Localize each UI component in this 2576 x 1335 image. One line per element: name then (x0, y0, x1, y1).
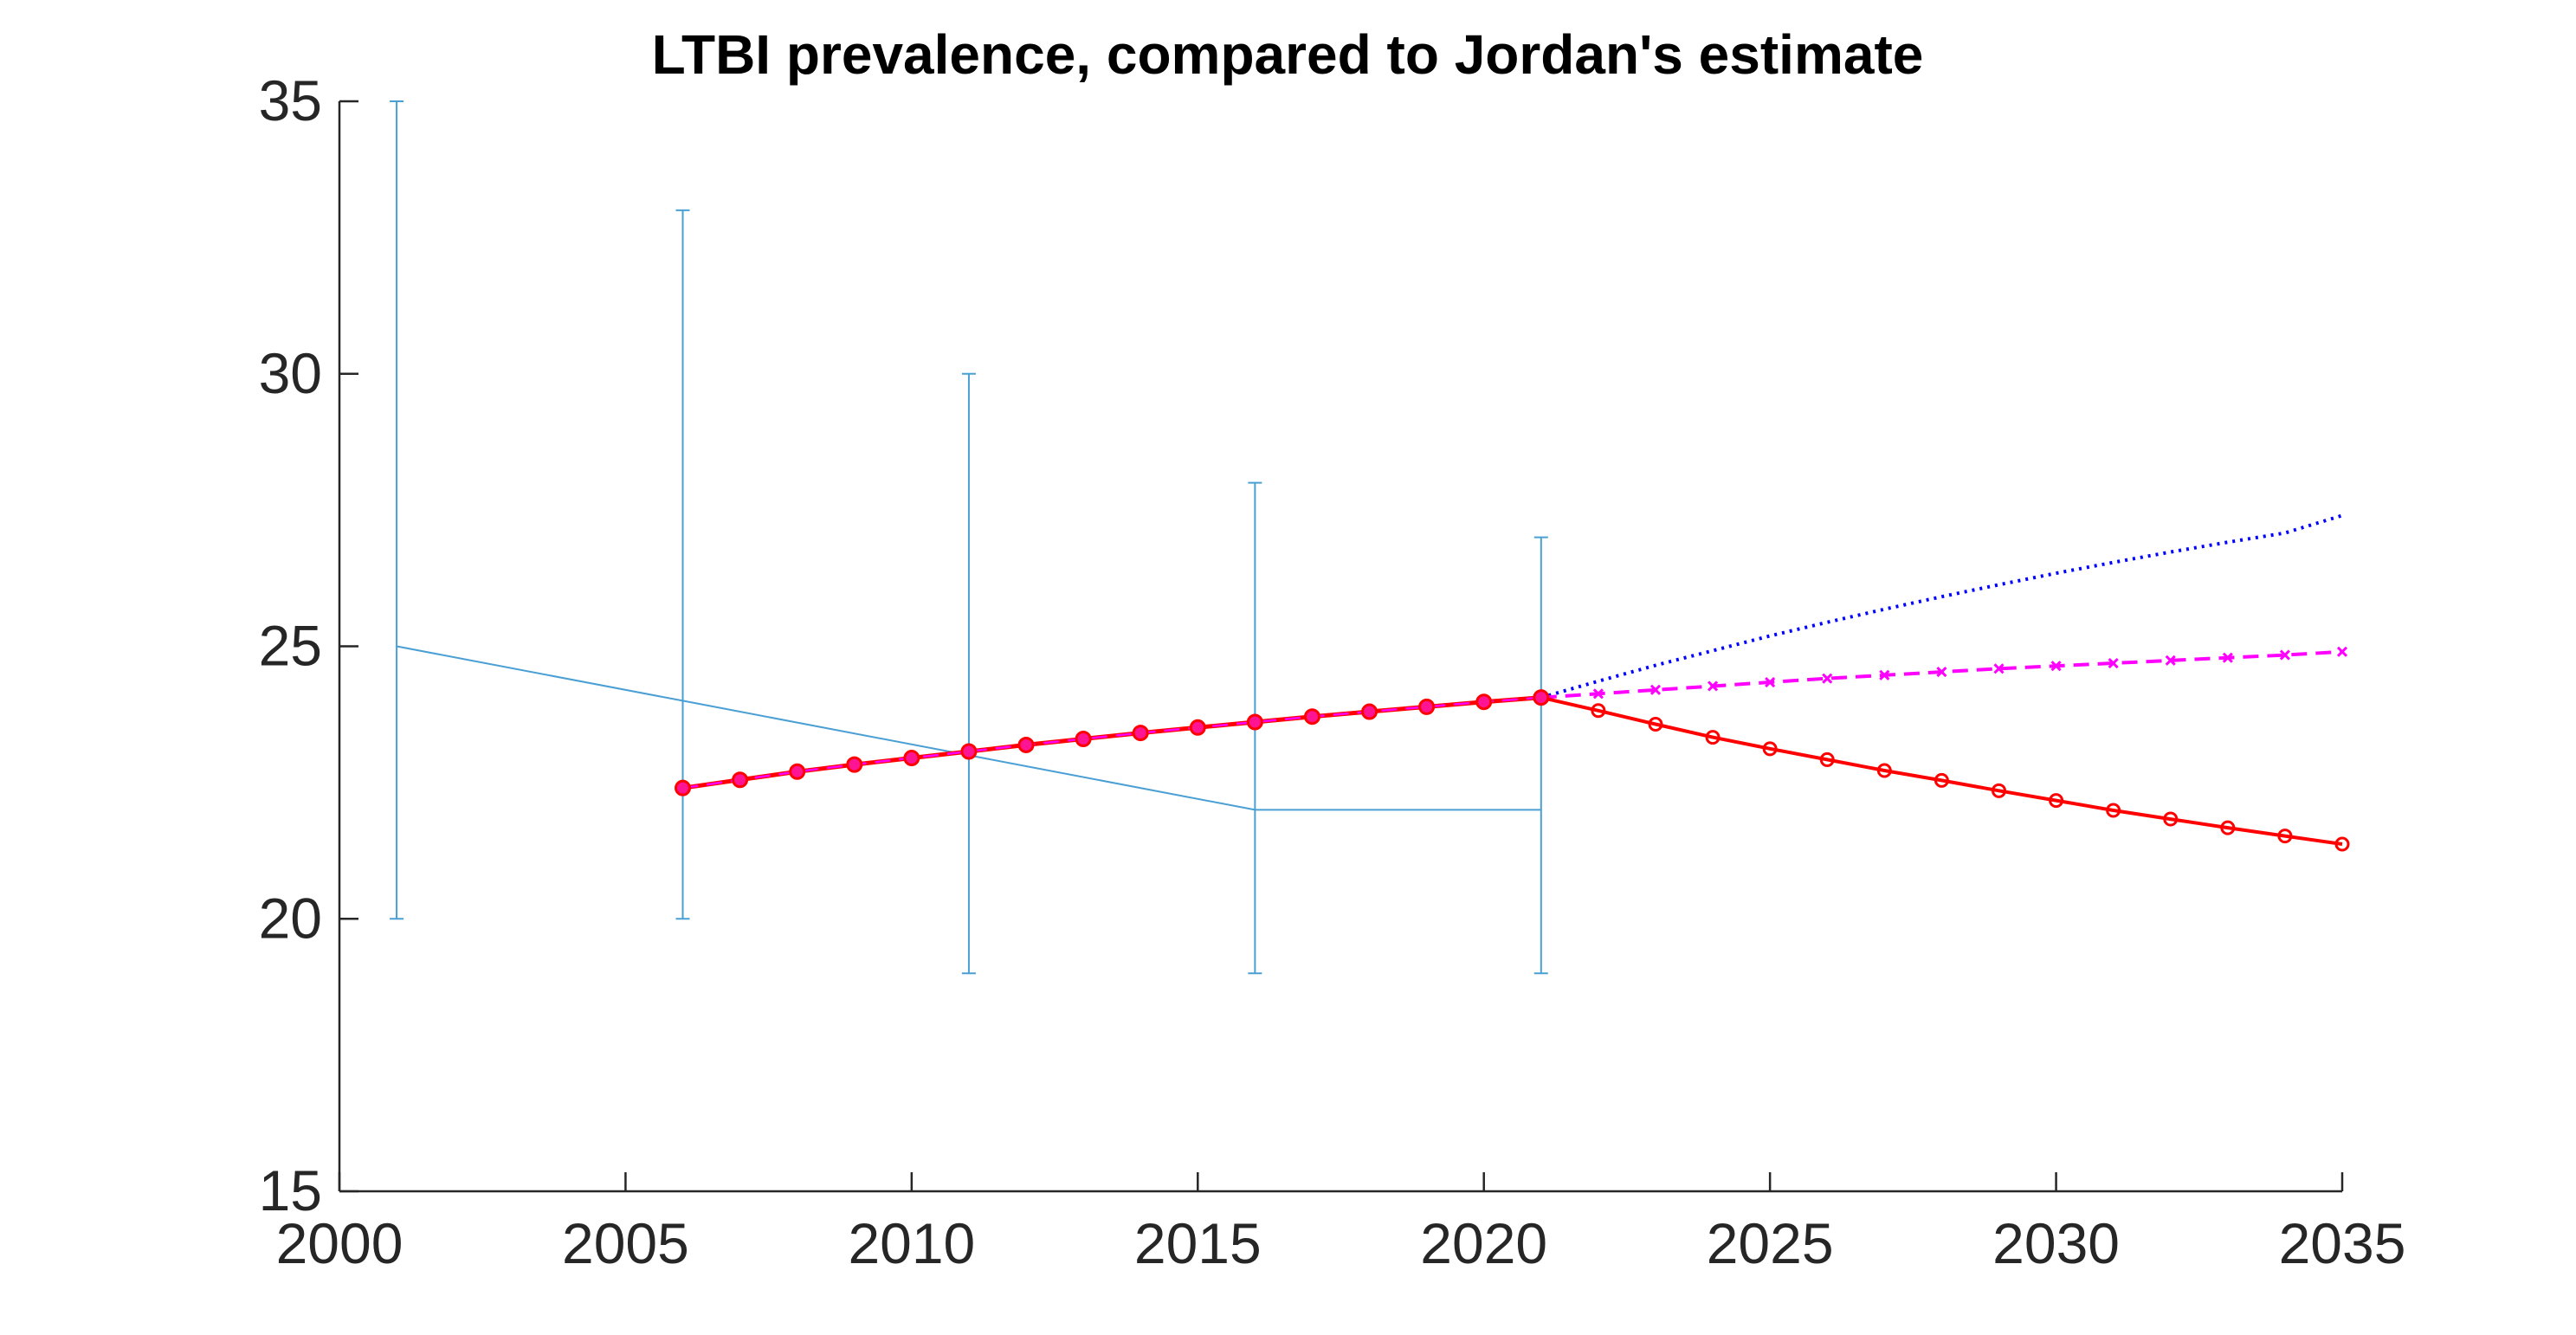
data-point-mid (1650, 684, 1662, 695)
estimate-series (390, 100, 1548, 975)
series-line-mid (1540, 649, 2343, 700)
data-point-mid (2222, 652, 2233, 663)
historical-data-point (1418, 698, 1436, 715)
historical-data-point (789, 763, 806, 780)
x-tick-label: 2010 (848, 1211, 975, 1275)
x-tick-label: 2020 (1420, 1211, 1547, 1275)
data-point-mid (2336, 646, 2348, 657)
historical-data-point (1246, 713, 1263, 731)
data-point-low (1648, 717, 1663, 732)
y-tick-label: 25 (259, 614, 322, 678)
x-tick-label: 2000 (276, 1211, 404, 1275)
historical-line (682, 695, 1541, 790)
data-point-low (1876, 763, 1892, 778)
historical-data-point (903, 750, 920, 767)
historical-data-point (675, 779, 692, 796)
historical-data-point (1303, 708, 1320, 726)
historical-data-point (1361, 703, 1378, 720)
historical-data-point (1189, 719, 1206, 736)
x-tick-label: 2015 (1134, 1211, 1262, 1275)
historical-data-point (1475, 693, 1493, 711)
y-tick-label: 30 (259, 341, 322, 405)
data-point-mid (2050, 661, 2062, 672)
y-tick-label: 35 (259, 68, 322, 132)
data-point-low (1934, 772, 1949, 788)
data-point-mid (2279, 649, 2290, 661)
data-point-mid (1879, 669, 1890, 680)
data-point-low (1591, 703, 1606, 719)
historical-series (675, 689, 1550, 796)
historical-data-point (960, 743, 978, 760)
series-line-high (1540, 513, 2343, 700)
data-point-mid (2165, 655, 2176, 666)
data-point-mid (1765, 676, 1776, 688)
x-tick-label: 2030 (1992, 1211, 2120, 1275)
data-point-mid (2108, 657, 2119, 669)
data-point-mid (1707, 680, 1719, 692)
data-point-low (2277, 829, 2293, 844)
historical-line-overlay (682, 696, 1541, 790)
data-point-low (2163, 811, 2179, 827)
scenario-series (1533, 513, 2350, 852)
data-point-low (2049, 793, 2064, 809)
chart-title: LTBI prevalence, compared to Jordan's es… (652, 23, 1924, 86)
data-point-mid (1936, 667, 1947, 678)
historical-data-point (1017, 736, 1035, 753)
x-tick-label: 2025 (1707, 1211, 1834, 1275)
series-line-low (1540, 695, 2343, 846)
x-tick-label: 2005 (562, 1211, 689, 1275)
data-point-mid (1993, 663, 2005, 674)
historical-data-point (1075, 731, 1092, 748)
x-tick-label: 2035 (2279, 1211, 2406, 1275)
historical-data-point (1533, 689, 1550, 706)
historical-data-point (1132, 725, 1149, 742)
data-point-low (1819, 751, 1835, 767)
data-point-low (2334, 836, 2350, 852)
data-point-low (2220, 820, 2236, 835)
historical-data-point (846, 756, 863, 773)
data-point-low (1762, 741, 1778, 757)
data-point-low (1991, 783, 2006, 798)
data-point-mid (1822, 673, 1833, 684)
data-point-low (2106, 803, 2121, 818)
y-tick-label: 15 (259, 1158, 322, 1222)
data-point-low (1705, 730, 1721, 745)
historical-data-point (732, 771, 749, 789)
y-tick-label: 20 (259, 886, 322, 950)
data-point-mid (1592, 688, 1604, 700)
